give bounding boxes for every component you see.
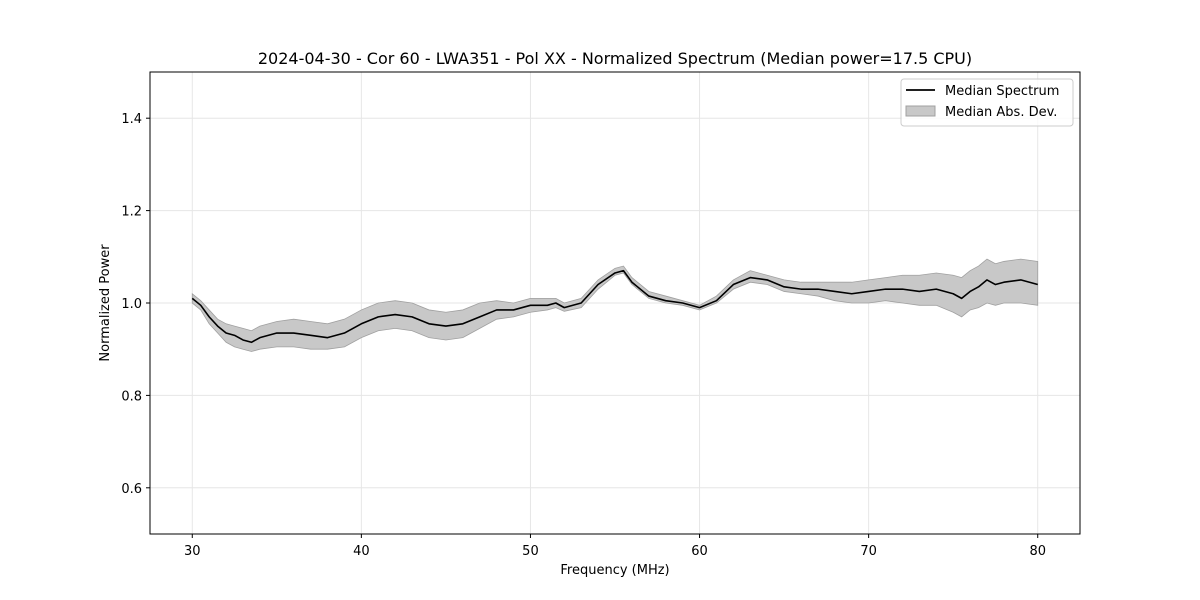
y-axis-ticks: 0.6 0.8 1.0 1.2 1.4 [121,112,150,497]
mad-band-layer [191,258,1039,352]
legend: Median Spectrum Median Abs. Dev. [900,78,1074,127]
median-spectrum-line [191,269,1038,344]
y-tick-label: 1.4 [121,112,142,127]
legend-band-swatch [905,105,936,117]
x-tick-label: 50 [522,544,539,559]
x-tick-label: 40 [353,544,370,559]
y-tick-label: 0.8 [121,389,142,404]
legend-median-abs-dev-label: Median Abs. Dev. [945,105,1057,120]
y-tick-label: 1.2 [121,205,142,220]
median-line-layer [191,269,1038,344]
y-axis-label: Normalized Power [98,244,113,362]
x-tick-label: 80 [1029,544,1046,559]
legend-median-spectrum-label: Median Spectrum [945,84,1059,99]
median-abs-dev-band [191,258,1039,352]
chart-title: 2024-04-30 - Cor 60 - LWA351 - Pol XX - … [258,49,972,68]
y-tick-label: 0.6 [121,482,142,497]
x-tick-label: 70 [860,544,877,559]
legend-box [900,78,1074,127]
x-axis-label: Frequency (MHz) [560,563,669,578]
x-axis-ticks: 30 40 50 60 70 80 [184,534,1046,559]
y-tick-label: 1.0 [121,297,142,312]
x-tick-label: 30 [184,544,201,559]
x-tick-label: 60 [691,544,708,559]
